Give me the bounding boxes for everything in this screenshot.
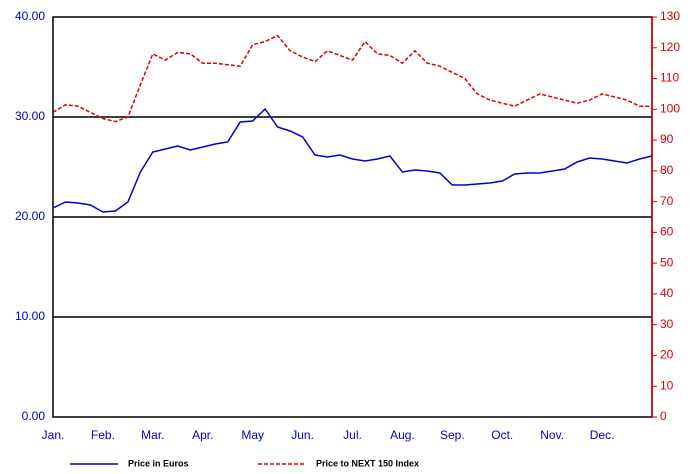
y-tick-label: 20.00 <box>15 209 45 223</box>
legend-label: Price to NEXT 150 Index <box>316 458 419 468</box>
y2-tick-label: 70 <box>660 194 674 208</box>
y2-tick-label: 120 <box>660 40 680 54</box>
x-tick-label: Sep. <box>440 428 465 442</box>
y2-tick-label: 10 <box>660 378 674 392</box>
x-tick-label: May <box>241 428 264 442</box>
series-line <box>52 107 653 213</box>
legend-label: Price in Euros <box>128 458 189 468</box>
y2-tick-label: 40 <box>660 286 674 300</box>
y2-tick-label: 0 <box>660 409 667 423</box>
y-tick-label: 0.00 <box>22 409 46 423</box>
series-line <box>52 34 652 123</box>
y2-tick-label: 90 <box>660 132 674 146</box>
x-tick-label: Aug. <box>390 428 415 442</box>
y2-tick-label: 30 <box>660 317 674 331</box>
y2-tick-label: 50 <box>660 255 674 269</box>
y-tick-label: 10.00 <box>15 309 45 323</box>
x-tick-label: Oct. <box>491 428 513 442</box>
y-tick-label: 40.00 <box>15 9 45 23</box>
x-tick-label: Apr. <box>192 428 213 442</box>
y-tick-label: 30.00 <box>15 109 45 123</box>
y2-tick-label: 80 <box>660 163 674 177</box>
y2-tick-label: 130 <box>660 9 680 23</box>
x-tick-label: Jan. <box>42 428 65 442</box>
x-tick-label: Feb. <box>91 428 115 442</box>
x-tick-label: Mar. <box>141 428 164 442</box>
x-tick-label: Dec. <box>590 428 615 442</box>
y2-tick-label: 60 <box>660 225 674 239</box>
y2-tick-label: 20 <box>660 348 674 362</box>
x-tick-label: Jun. <box>291 428 314 442</box>
y2-tick-label: 100 <box>660 101 680 115</box>
x-tick-label: Jul. <box>343 428 362 442</box>
y2-tick-label: 110 <box>660 71 679 85</box>
x-tick-label: Nov. <box>540 428 564 442</box>
